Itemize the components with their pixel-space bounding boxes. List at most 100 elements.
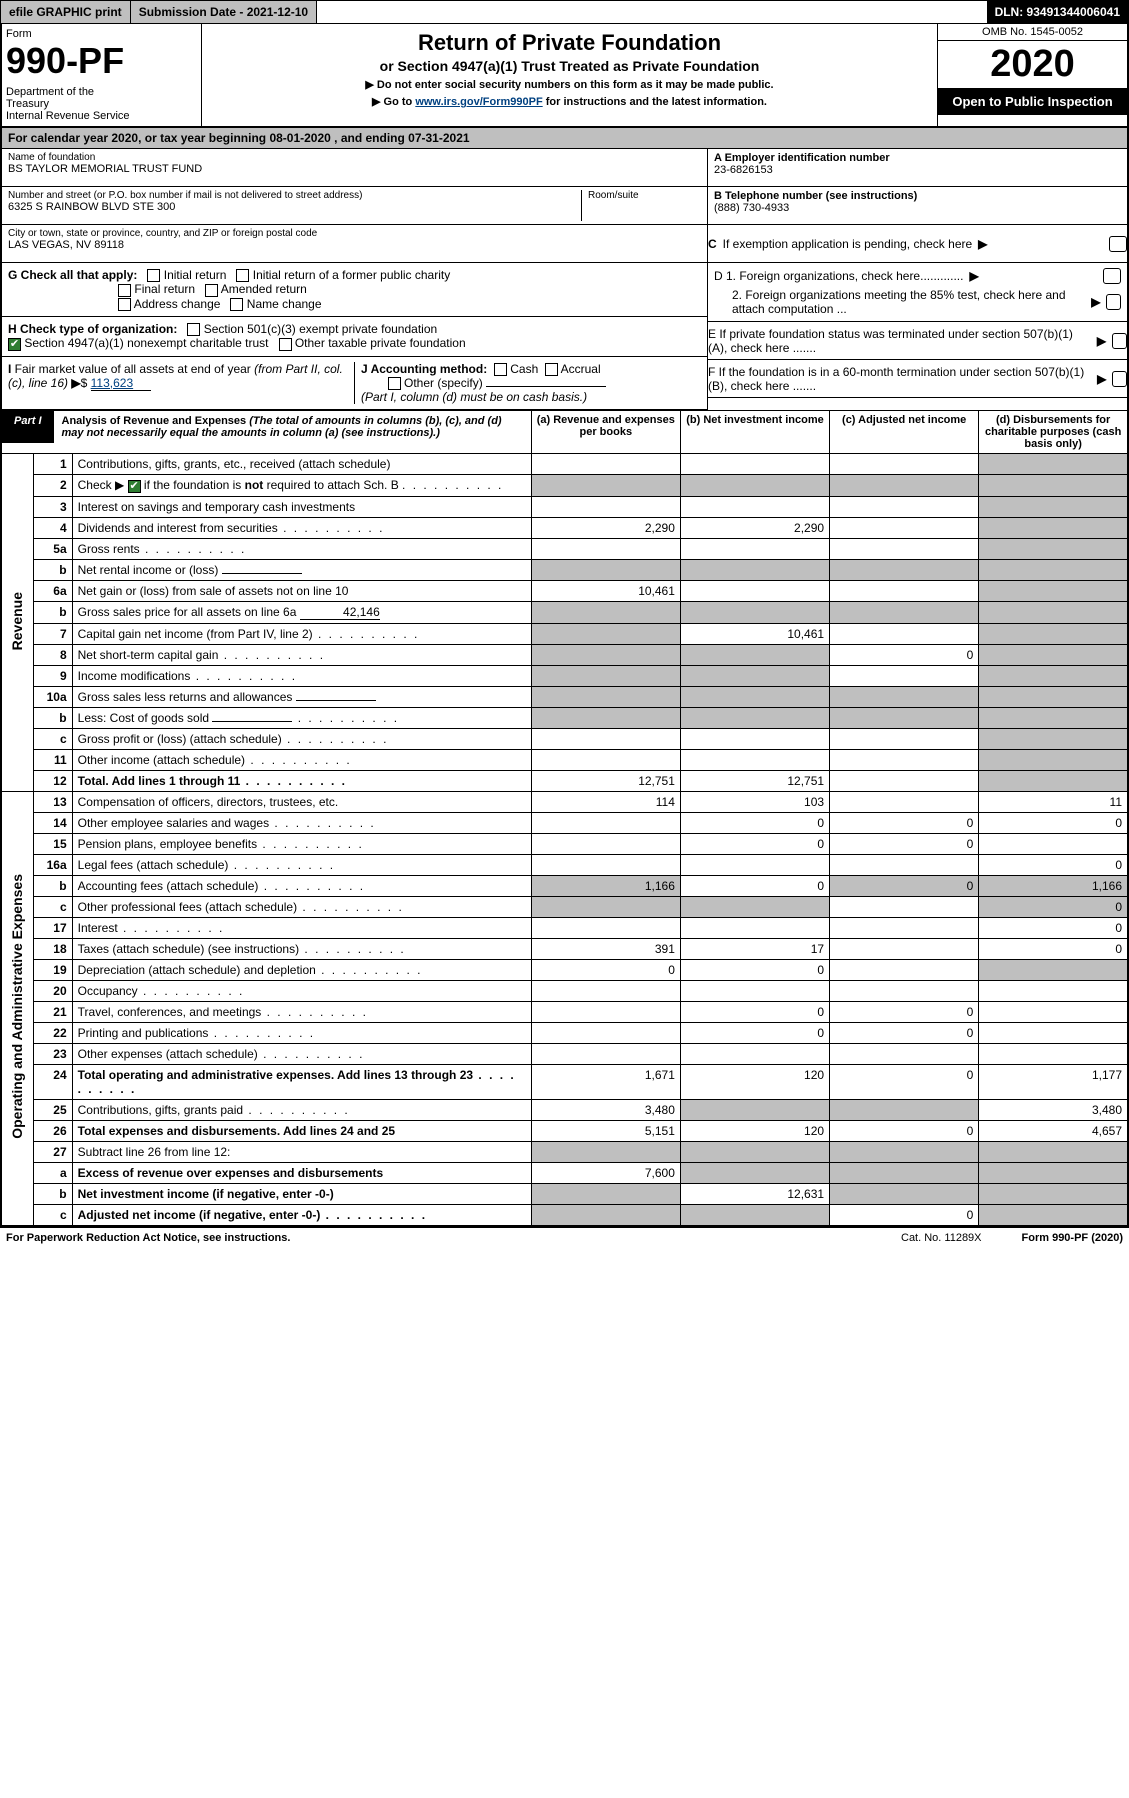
chk-d2[interactable] [1106, 294, 1121, 310]
efile-print-button[interactable]: efile GRAPHIC print [1, 1, 131, 23]
table-row: 27Subtract line 26 from line 12: [1, 1141, 1128, 1162]
chk-address-change[interactable] [118, 298, 131, 311]
chk-501c3[interactable] [187, 323, 200, 336]
line-number: 2 [33, 475, 72, 496]
line-number: 24 [33, 1064, 72, 1099]
amount-cell [531, 665, 680, 686]
chk-accrual[interactable] [545, 363, 558, 376]
top-bar: efile GRAPHIC print Submission Date - 20… [0, 0, 1129, 24]
line-desc: Total operating and administrative expen… [72, 1064, 531, 1099]
line-desc: Interest on savings and temporary cash i… [72, 496, 531, 517]
line-desc: Gross sales less returns and allowances [72, 686, 531, 707]
paperwork-notice: For Paperwork Reduction Act Notice, see … [6, 1232, 290, 1244]
chk-final-return[interactable] [118, 284, 131, 297]
amount-cell: 0 [830, 875, 979, 896]
table-row: 25Contributions, gifts, grants paid3,480… [1, 1099, 1128, 1120]
chk-other-taxable[interactable] [279, 338, 292, 351]
line-desc: Capital gain net income (from Part IV, l… [72, 623, 531, 644]
amount-cell [830, 665, 979, 686]
amount-cell [680, 559, 829, 580]
table-row: bLess: Cost of goods sold [1, 707, 1128, 728]
amount-cell [680, 854, 829, 875]
line-desc: Depreciation (attach schedule) and deple… [72, 959, 531, 980]
line-desc: Travel, conferences, and meetings [72, 1001, 531, 1022]
amount-cell [830, 791, 979, 812]
cat-number: Cat. No. 11289X [901, 1232, 982, 1244]
line-number: 9 [33, 665, 72, 686]
amount-cell [680, 665, 829, 686]
line-number: 22 [33, 1022, 72, 1043]
table-row: 19Depreciation (attach schedule) and dep… [1, 959, 1128, 980]
col-b-header: (b) Net investment income [680, 411, 829, 454]
amount-cell [979, 959, 1128, 980]
amount-cell: 4,657 [979, 1120, 1128, 1141]
amount-cell: 0 [979, 938, 1128, 959]
table-row: cOther professional fees (attach schedul… [1, 896, 1128, 917]
line-number: b [33, 559, 72, 580]
table-row: 26Total expenses and disbursements. Add … [1, 1120, 1128, 1141]
amount-cell [830, 749, 979, 770]
line-desc: Income modifications [72, 665, 531, 686]
amount-cell [830, 1162, 979, 1183]
amount-cell [979, 559, 1128, 580]
line-desc: Gross sales price for all assets on line… [72, 601, 531, 623]
amount-cell: 0 [680, 1001, 829, 1022]
chk-e[interactable] [1112, 333, 1127, 349]
irs-link[interactable]: www.irs.gov/Form990PF [415, 96, 542, 108]
chk-d1[interactable] [1103, 268, 1121, 284]
chk-other-method[interactable] [388, 377, 401, 390]
line-number: 19 [33, 959, 72, 980]
line-desc: Dividends and interest from securities [72, 517, 531, 538]
line-number: 15 [33, 833, 72, 854]
table-row: bAccounting fees (attach schedule)1,1660… [1, 875, 1128, 896]
line-number: 20 [33, 980, 72, 1001]
amount-cell [830, 854, 979, 875]
table-row: 8Net short-term capital gain0 [1, 644, 1128, 665]
line-desc: Contributions, gifts, grants paid [72, 1099, 531, 1120]
omb-number: OMB No. 1545-0052 [938, 24, 1127, 41]
chk-f[interactable] [1112, 371, 1127, 387]
tel-label: B Telephone number (see instructions) [714, 190, 1121, 202]
amount-cell [830, 1141, 979, 1162]
table-row: Operating and Administrative Expenses13C… [1, 791, 1128, 812]
amount-cell: 120 [680, 1064, 829, 1099]
amount-cell [830, 559, 979, 580]
chk-c[interactable] [1109, 236, 1127, 252]
amount-cell [830, 980, 979, 1001]
part1-title: Analysis of Revenue and Expenses (The to… [54, 411, 531, 443]
amount-cell [830, 454, 979, 475]
line-number: b [33, 875, 72, 896]
table-row: 5aGross rents [1, 538, 1128, 559]
amount-cell: 114 [531, 791, 680, 812]
amount-cell [531, 917, 680, 938]
fmv-link[interactable]: 113,623 [91, 376, 151, 391]
part1-tab: Part I [2, 411, 54, 443]
chk-4947a1[interactable]: ✔ [8, 338, 21, 351]
chk-initial-return[interactable] [147, 269, 160, 282]
amount-cell: 3,480 [979, 1099, 1128, 1120]
section-g: G Check all that apply: Initial return I… [2, 263, 707, 317]
chk-name-change[interactable] [230, 298, 243, 311]
amount-cell [979, 728, 1128, 749]
open-public-badge: Open to Public Inspection [938, 88, 1127, 115]
c-label: If exemption application is pending, che… [723, 237, 973, 251]
line-number: c [33, 896, 72, 917]
chk-amended-return[interactable] [205, 284, 218, 297]
entity-info-block: Name of foundation BS TAYLOR MEMORIAL TR… [0, 149, 1129, 410]
amount-cell: 120 [680, 1120, 829, 1141]
amount-cell: 1,177 [979, 1064, 1128, 1099]
amount-cell [979, 980, 1128, 1001]
amount-cell [531, 623, 680, 644]
amount-cell [680, 728, 829, 749]
chk-cash[interactable] [494, 363, 507, 376]
amount-cell [680, 1162, 829, 1183]
line-number: 3 [33, 496, 72, 517]
amount-cell: 0 [979, 896, 1128, 917]
line-number: 7 [33, 623, 72, 644]
amount-cell [830, 580, 979, 601]
amount-cell [531, 833, 680, 854]
amount-cell [531, 980, 680, 1001]
table-row: 10aGross sales less returns and allowanc… [1, 686, 1128, 707]
chk-initial-former[interactable] [236, 269, 249, 282]
line-desc: Compensation of officers, directors, tru… [72, 791, 531, 812]
